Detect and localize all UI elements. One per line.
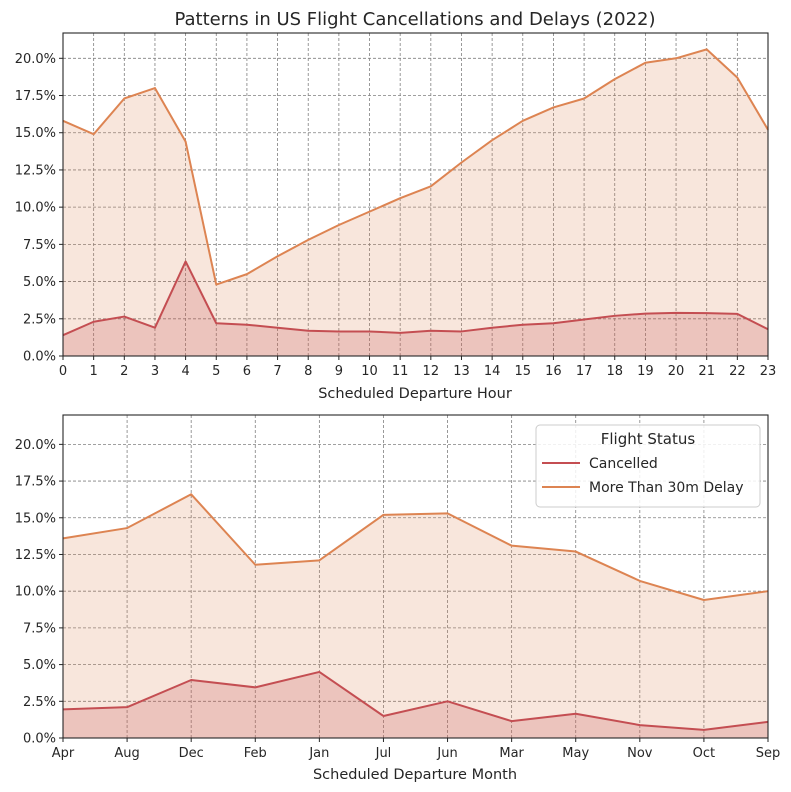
y-tick-label: 10.0% [15, 201, 56, 216]
x-tick-label: 6 [243, 364, 251, 379]
x-tick-label: 4 [181, 364, 189, 379]
legend-title: Flight Status [601, 430, 696, 448]
x-tick-label: 18 [606, 364, 623, 379]
area-cancelled [63, 671, 768, 738]
x-axis-label-top: Scheduled Departure Hour [318, 386, 512, 402]
x-tick-label: 1 [90, 364, 98, 379]
x-tick-label: Jan [308, 746, 329, 761]
x-axis-label-bottom: Scheduled Departure Month [313, 767, 517, 783]
x-tick-label: Jun [436, 746, 457, 761]
x-tick-label: Dec [179, 746, 204, 761]
x-tick-label: 20 [668, 364, 685, 379]
y-tick-label: 0.0% [23, 732, 56, 747]
x-tick-label: Apr [52, 746, 75, 761]
chart-title: Patterns in US Flight Cancellations and … [174, 9, 655, 30]
y-tick-label: 2.5% [23, 312, 56, 327]
x-tick-label: Nov [627, 746, 653, 761]
y-tick-label: 7.5% [23, 621, 56, 636]
x-tick-label: 7 [273, 364, 281, 379]
x-tick-label: 15 [515, 364, 532, 379]
legend-box [535, 424, 761, 508]
x-tick-label: 16 [545, 364, 562, 379]
y-tick-label: 7.5% [23, 238, 56, 253]
x-tick-label: 5 [212, 364, 220, 379]
y-tick-label: 5.0% [23, 658, 56, 673]
plot-frame [62, 32, 769, 357]
plot-frame [62, 414, 769, 739]
y-tick-label: 12.5% [15, 548, 56, 563]
y-tick-label: 0.0% [23, 350, 56, 365]
x-tick-label: Jul [375, 746, 392, 761]
area-delay [63, 494, 768, 738]
x-tick-label: 19 [637, 364, 654, 379]
x-tick-label: 23 [760, 364, 777, 379]
y-tick-label: 10.0% [15, 585, 56, 600]
series-line-cancelled [62, 260, 769, 337]
y-tick-label: 15.0% [15, 511, 56, 526]
y-tick-label: 17.5% [15, 89, 56, 104]
x-tick-label: 2 [120, 364, 128, 379]
area-cancelled [63, 261, 768, 356]
x-tick-label: Aug [114, 746, 139, 761]
x-tick-label: 9 [335, 364, 343, 379]
y-tick-label: 20.0% [15, 438, 56, 453]
x-tick-label: Sep [756, 746, 781, 761]
series-line-delay [62, 493, 769, 601]
legend-entry: Cancelled [589, 456, 658, 472]
x-tick-label: 14 [484, 364, 501, 379]
x-tick-label: 8 [304, 364, 312, 379]
x-tick-label: May [562, 746, 589, 761]
x-tick-label: 17 [576, 364, 593, 379]
x-tick-label: 21 [698, 364, 715, 379]
y-tick-label: 5.0% [23, 275, 56, 290]
x-tick-label: 11 [392, 364, 409, 379]
x-tick-label: Oct [693, 746, 715, 761]
x-tick-label: 12 [423, 364, 440, 379]
x-tick-label: 0 [59, 364, 67, 379]
series-line-cancelled [62, 670, 769, 731]
y-tick-label: 12.5% [15, 163, 56, 178]
x-tick-label: 3 [151, 364, 159, 379]
y-tick-label: 2.5% [23, 695, 56, 710]
x-tick-label: 13 [453, 364, 470, 379]
x-tick-label: Feb [244, 746, 267, 761]
y-tick-label: 20.0% [15, 52, 56, 67]
top-panel: 0 1 2 3 4 5 6 7 8 9 10 11 12 13 14 15 16 17 18 19 20 21 22 230.… [15, 32, 777, 379]
y-tick-label: 17.5% [15, 475, 56, 490]
y-tick-label: 15.0% [15, 126, 56, 141]
bottom-panel: Apr Aug Dec Feb Jan Jul Jun Mar May Nov Oct Sep 0.0%… [15, 414, 781, 761]
x-tick-label: 22 [729, 364, 746, 379]
series-line-delay [62, 48, 769, 286]
x-tick-label: 10 [361, 364, 378, 379]
x-tick-label: Mar [499, 746, 524, 761]
area-delay [63, 49, 768, 357]
legend-entry: More Than 30m Delay [589, 480, 744, 496]
